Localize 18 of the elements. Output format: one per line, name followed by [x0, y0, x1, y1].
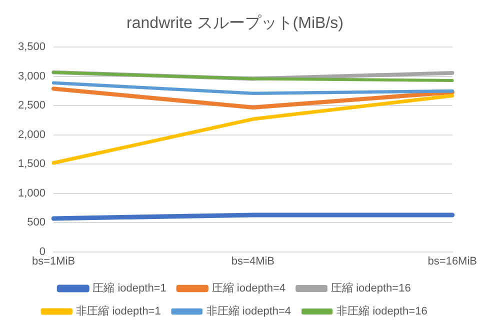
y-tick-label: 3,000 [18, 70, 46, 82]
legend-label: 圧縮 iodepth=4 [212, 282, 286, 295]
x-tick-label: bs=4MiB [231, 255, 275, 268]
x-tick-label: bs=1MiB [32, 255, 76, 268]
x-tick-label: bs=16MiB [428, 255, 478, 268]
legend-label: 圧縮 iodepth=16 [331, 282, 411, 295]
y-tick-label: 3,500 [18, 41, 46, 54]
y-tick-label: 2,000 [18, 128, 46, 141]
y-tick-label: 0 [39, 246, 46, 258]
y-tick-label: 500 [27, 216, 46, 229]
legend-label: 非圧縮 iodepth=16 [336, 304, 428, 318]
chart-title: randwrite スループット(MiB/s) [126, 14, 344, 32]
y-tick-label: 2,500 [18, 100, 46, 112]
legend-label: 非圧縮 iodepth=1 [76, 304, 161, 318]
y-tick-label: 1,500 [18, 158, 46, 170]
y-tick-label: 1,000 [18, 187, 46, 200]
legend-label: 非圧縮 iodepth=4 [206, 304, 292, 318]
legend-label: 圧縮 iodepth=1 [92, 282, 166, 295]
